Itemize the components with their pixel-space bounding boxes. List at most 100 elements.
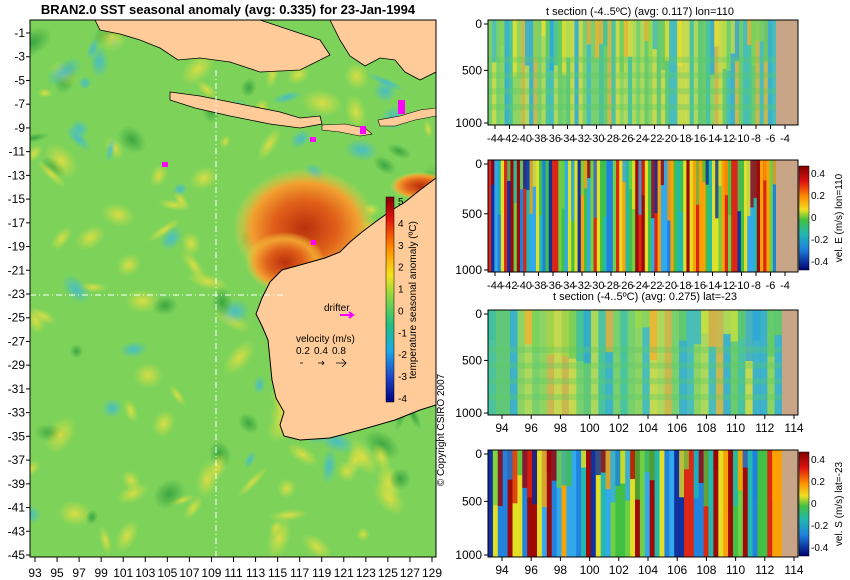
section-column [759,20,765,125]
depth-tick-label: 1000 [455,263,482,277]
velocity-legend-value-3: 0.8 [332,346,346,357]
anomaly-eddy [181,249,207,282]
anomaly-eddy [373,155,397,176]
section-x-tick-label: -44 [487,280,503,292]
map-x-tick-label: 119 [312,566,331,580]
section-surface-cell [701,310,709,334]
section-column [625,160,630,272]
panel4-colorbar-label: vel. S (m/s) lat=-23 [834,461,845,546]
section-column [590,450,597,557]
section-column [595,450,602,557]
anomaly-eddy [36,160,67,188]
section-column [568,310,577,415]
section-surface-cell [532,160,537,187]
section-surface-cell [623,20,629,57]
section-x-tick-label: 98 [554,421,568,435]
section-surface-cell [525,20,530,66]
section-column [737,450,744,557]
section-surface-cell [620,450,626,484]
anomaly-eddy [105,137,116,163]
section-column [669,450,675,557]
section-surface-cell [751,20,756,66]
section-surface-cell [603,160,607,217]
section-surface-cell [679,450,685,498]
section-x-tick-label: -36 [545,133,561,145]
section-surface-cell [561,450,567,486]
section-column [599,20,604,125]
section-surface-cell [556,450,562,488]
anomaly-eddy [152,478,186,510]
anomaly-eddy [119,341,148,358]
map-x-tick-label: 107 [179,566,199,580]
section-column [561,450,567,557]
section-column [632,160,636,272]
section-column [536,160,540,272]
section-column [664,310,673,415]
section-surface-cell [677,20,682,67]
section-column [774,310,783,415]
section-column [532,160,537,272]
anomaly-eddy [149,164,168,188]
section-surface-cell [590,160,595,177]
section-column [619,160,623,272]
section-land [776,20,798,125]
section-x-tick-label: 114 [784,563,803,577]
section-x-tick-label: -18 [676,133,692,145]
section-column [644,450,651,557]
section-column [693,310,702,415]
section-column [576,450,582,557]
section-column [744,160,748,272]
section-surface-cell [693,450,700,499]
map-y-tick-label: -5 [14,73,25,87]
anomaly-eddy [116,253,141,277]
anomaly-eddy [45,57,83,87]
section-column [520,20,526,125]
section-column [763,160,767,272]
section-x-tick-label: 104 [638,563,658,577]
section-column [689,160,694,272]
section-column [561,160,566,272]
section-column [670,160,675,272]
section-column [527,450,533,557]
section-column [574,20,580,125]
map-x-tick-label: 105 [157,566,177,580]
section-surface-cell [553,20,559,66]
velocity-legend-title: velocity (m/s) [296,334,355,345]
section-x-tick-label: 114 [784,421,803,435]
section-column [654,450,660,557]
section-column [512,450,518,557]
sst-anomaly-map [30,20,436,557]
anomaly-eddy [123,398,138,423]
map-x-tick-label: 129 [422,566,442,580]
section-x-tick-label: -32 [574,133,590,145]
anomaly-eddy [65,126,92,152]
section-column [622,160,627,272]
section-column [488,160,492,272]
section-column [759,310,768,415]
section-column [526,160,531,272]
section-surface-cell [713,450,719,469]
section-surface-cell [600,450,607,473]
section-surface-cell [714,20,719,47]
section-surface-cell [593,160,598,218]
section-x-tick-label: -6 [766,133,776,145]
section-column [638,160,643,272]
section-surface-cell [703,450,709,507]
section-column [721,160,726,272]
section-surface-cell [722,20,728,69]
section-column [702,160,707,272]
map-colorbar-tick-label: 0 [398,306,404,317]
anomaly-eddy [69,343,84,359]
section-depth-band [488,394,782,400]
section-column [642,310,651,415]
section-column [669,20,674,125]
section-column [697,20,703,125]
section-surface-cell [767,310,776,357]
section-column [718,160,723,272]
anomaly-eddy [289,129,312,149]
section-surface-cell [745,310,754,362]
map-x-tick-label: 99 [94,566,108,580]
section-x-tick-label: 108 [696,563,716,577]
section-column [545,20,551,125]
